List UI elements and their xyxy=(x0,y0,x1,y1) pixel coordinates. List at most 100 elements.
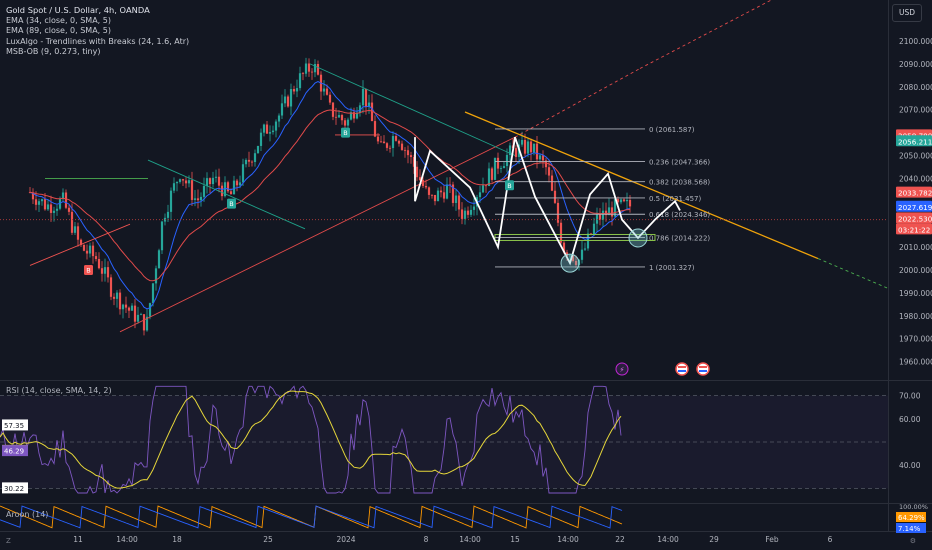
candle-body xyxy=(523,139,527,154)
candle-body xyxy=(325,88,329,95)
rsi-tick-label: 70.00 xyxy=(899,392,921,401)
candle-body xyxy=(547,167,551,176)
candle-body xyxy=(625,199,629,202)
candle-body xyxy=(622,199,626,202)
candle-body xyxy=(295,88,299,92)
candle-body xyxy=(103,267,107,274)
us-flag-stripe xyxy=(699,370,707,372)
timezone-icon[interactable]: Z xyxy=(6,537,11,545)
candle-body xyxy=(232,180,236,195)
price-tick-label: 2090.000 xyxy=(899,60,932,69)
candle-body xyxy=(352,112,356,119)
candle-body xyxy=(484,185,488,187)
candle-body xyxy=(292,89,296,92)
candle-body xyxy=(238,182,242,186)
candle-body xyxy=(439,190,443,193)
candle-body xyxy=(112,296,116,299)
time-tick-label: 15 xyxy=(510,535,520,544)
currency-button[interactable]: USD xyxy=(892,4,922,22)
candle-body xyxy=(607,207,611,216)
candle-body xyxy=(73,226,77,233)
candle-body xyxy=(205,178,209,186)
candle-body xyxy=(145,316,149,331)
candle-body xyxy=(31,192,35,200)
candle-body xyxy=(466,210,470,215)
time-tick-label: 22 xyxy=(615,535,625,544)
candle-body xyxy=(223,182,227,197)
candle-body xyxy=(121,304,125,310)
lightning-event-icon xyxy=(615,362,629,376)
candle-body xyxy=(106,267,110,278)
candle-body xyxy=(64,192,68,208)
candle-body xyxy=(298,73,302,89)
price-tick-label: 2010.000 xyxy=(899,243,932,252)
candle-body xyxy=(583,248,587,250)
candle-body xyxy=(394,136,398,141)
candle-body xyxy=(340,115,344,121)
candle-body xyxy=(118,292,122,310)
candle-body xyxy=(526,141,530,154)
candle-body xyxy=(589,233,593,235)
candle-body xyxy=(220,185,224,197)
candle-body xyxy=(193,198,197,200)
fib-level-label: 0.236 (2047.366) xyxy=(649,159,710,167)
candle-body xyxy=(433,194,437,202)
candle-body xyxy=(442,192,446,199)
price-label-badge xyxy=(896,186,932,198)
candle-body xyxy=(616,199,620,203)
indicator-msb-ob[interactable]: MSB-OB (9, 0.273, tiny) xyxy=(6,47,101,57)
time-tick-label: 11 xyxy=(73,535,83,544)
candle-body xyxy=(262,124,266,133)
candle-body xyxy=(226,182,230,192)
target-circle-marker xyxy=(628,228,648,248)
candle-body xyxy=(34,199,38,205)
trendline-teal-2 xyxy=(147,159,306,230)
indicator-trendlines[interactable]: LuxAlgo - Trendlines with Breaks (24, 1.… xyxy=(6,36,190,46)
break-marker-badge xyxy=(341,127,350,138)
us-flag-stripe xyxy=(678,366,686,368)
price-tick-label: 1970.000 xyxy=(899,335,932,344)
us-flag-event-icon xyxy=(696,362,710,376)
candle-body xyxy=(202,185,206,197)
candle-body xyxy=(379,141,383,143)
fib-level-label: 0.786 (2014.222) xyxy=(649,234,710,242)
price-tick-label: 1960.000 xyxy=(899,358,932,367)
candle-body xyxy=(283,96,287,104)
time-tick-label: 2024 xyxy=(336,535,355,544)
candle-body xyxy=(343,120,347,126)
candle-body xyxy=(250,161,254,163)
price-tick-label: 1980.000 xyxy=(899,312,932,321)
time-tick-label: 29 xyxy=(709,535,719,544)
candle-body xyxy=(142,314,146,331)
aroon-legend[interactable]: Aroon (14) xyxy=(6,510,49,519)
candle-body xyxy=(55,208,59,211)
candle-body xyxy=(43,199,47,210)
break-marker-label: B xyxy=(86,267,90,275)
indicator-ema89[interactable]: EMA (89, close, 0, SMA, 5) xyxy=(6,26,111,36)
candle-body xyxy=(331,102,335,117)
fib-level-label: 0.382 (2038.568) xyxy=(649,179,710,187)
rsi-legend[interactable]: RSI (14, close, SMA, 14, 2) xyxy=(6,386,112,395)
candle-body xyxy=(505,154,509,167)
candle-body xyxy=(268,132,272,134)
candle-body xyxy=(409,155,413,158)
candle-body xyxy=(400,143,404,150)
candle-body xyxy=(160,221,164,251)
candle-body xyxy=(229,191,233,195)
candle-body xyxy=(595,214,599,224)
order-block-box xyxy=(494,233,656,241)
time-tick-label: 6 xyxy=(828,535,833,544)
lightning-glyph: ⚡ xyxy=(620,366,625,374)
time-axis-border xyxy=(0,531,932,532)
candle-body xyxy=(436,190,440,202)
low-circle-marker xyxy=(560,253,580,273)
candle-body xyxy=(316,64,320,75)
price-tick-label: 2100.000 xyxy=(899,37,932,46)
candle-body xyxy=(373,121,377,137)
indicator-ema34[interactable]: EMA (34, close, 0, SMA, 5) xyxy=(6,15,111,25)
candle-body xyxy=(127,307,131,311)
candle-body xyxy=(601,210,605,220)
candle-body xyxy=(481,185,485,193)
settings-icon[interactable]: ⚙ xyxy=(909,537,916,545)
